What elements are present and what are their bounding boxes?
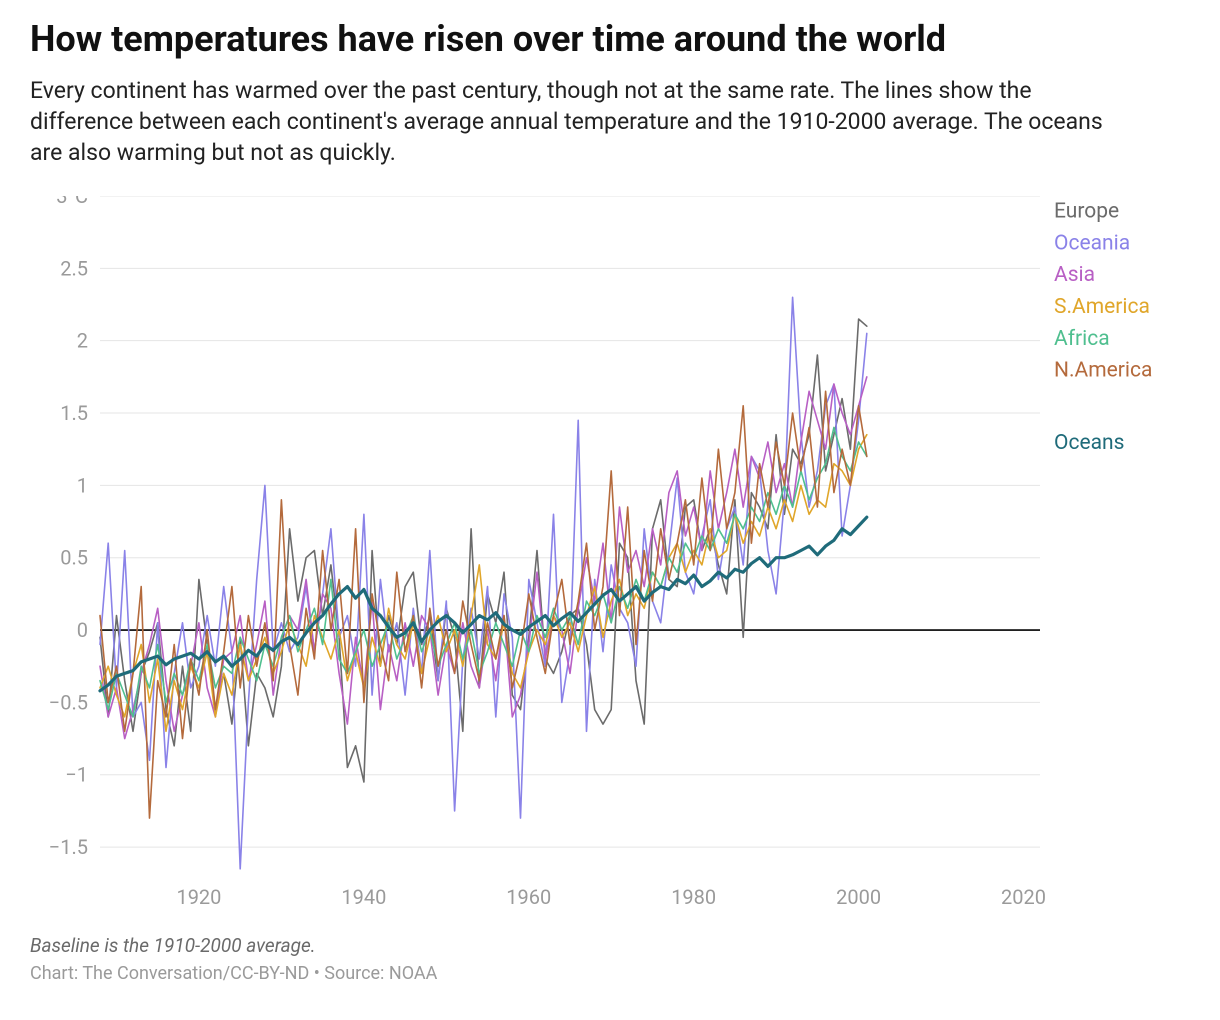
legend-label-asia: Asia xyxy=(1054,263,1095,287)
x-tick-label: 1920 xyxy=(176,885,221,909)
legend-label-oceania: Oceania xyxy=(1054,232,1130,256)
legend-label-oceans: Oceans xyxy=(1054,431,1124,455)
y-tick-label: 1.5 xyxy=(60,401,88,425)
y-tick-label: 0.5 xyxy=(60,546,88,570)
y-tick-label: 2.5 xyxy=(60,257,88,281)
chart-plot: −1.5 −1 −0.5 0 0.5 1 1.5 2 2.5 3°C 1920 1940 1960 198… xyxy=(30,196,1190,916)
chart-svg: −1.5 −1 −0.5 0 0.5 1 1.5 2 2.5 3°C 1920 1940 1960 198… xyxy=(30,196,1190,916)
chart-credit: Chart: The Conversation/CC-BY-ND • Sourc… xyxy=(30,963,1190,984)
y-tick-label: 3°C xyxy=(56,196,88,208)
series-line-africa xyxy=(100,428,867,717)
chart-footnote: Baseline is the 1910-2000 average. xyxy=(30,934,1190,957)
legend-label-namerica: N.America xyxy=(1054,359,1152,383)
y-tick-label: −0.5 xyxy=(49,691,88,715)
legend-label-samerica: S.America xyxy=(1054,295,1150,319)
x-tick-label: 2000 xyxy=(836,885,881,909)
legend-label-africa: Africa xyxy=(1054,327,1110,351)
y-tick-label: 1 xyxy=(77,474,88,498)
x-tick-label: 1940 xyxy=(341,885,386,909)
x-tick-label: 1980 xyxy=(671,885,716,909)
x-tick-label: 1960 xyxy=(506,885,551,909)
legend-label-europe: Europe xyxy=(1054,200,1119,224)
series-line-oceania xyxy=(100,298,867,870)
y-tick-label: 0 xyxy=(77,618,88,642)
chart-title: How temperatures have risen over time ar… xyxy=(30,18,1190,61)
y-tick-label: −1 xyxy=(65,763,88,787)
y-tick-label: 2 xyxy=(77,329,88,353)
x-tick-label: 2020 xyxy=(1001,885,1046,909)
chart-subtitle: Every continent has warmed over the past… xyxy=(30,75,1130,168)
y-tick-label: −1.5 xyxy=(49,835,88,859)
